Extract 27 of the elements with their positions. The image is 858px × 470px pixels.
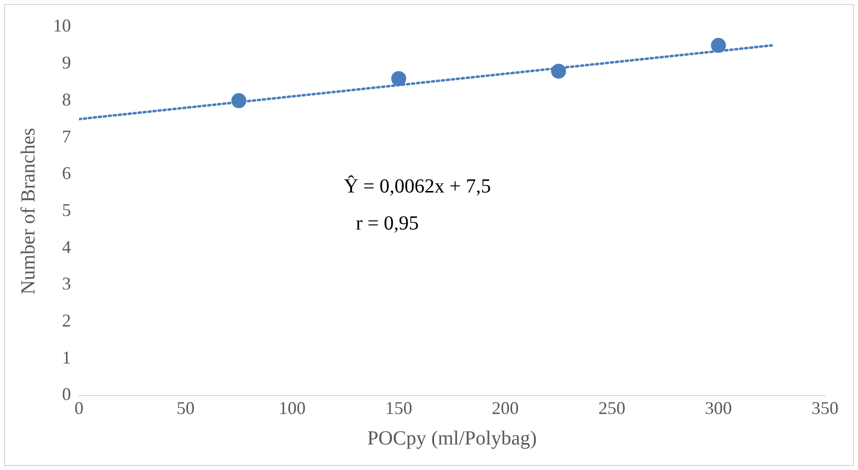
point — [391, 71, 406, 86]
y-tick-label: 4 — [62, 236, 71, 257]
y-tick-label: 8 — [62, 89, 71, 110]
y-tick-label: 7 — [62, 126, 71, 146]
y-tick-label: 5 — [62, 200, 71, 220]
x-tick-label: 300 — [704, 398, 732, 418]
y-tick-label: 9 — [62, 52, 71, 73]
x-tick-label: 250 — [598, 398, 626, 418]
y-tick-label: 1 — [62, 347, 71, 368]
point — [710, 38, 726, 53]
y-tick-label: 2 — [62, 310, 71, 330]
point — [551, 64, 566, 79]
y-tick-label: 0 — [62, 384, 71, 404]
y-tick-label: 10 — [53, 16, 71, 36]
y-tick-label: 3 — [62, 274, 71, 294]
x-tick-label: 150 — [385, 398, 412, 418]
annotation: r = 0,95 — [356, 212, 419, 234]
x-tick-label: 0 — [74, 398, 84, 418]
x-tick-label: 350 — [812, 398, 838, 418]
y-axis-title: Number of Branches — [17, 128, 40, 295]
point — [231, 93, 246, 108]
y-tick-label: 6 — [62, 163, 71, 184]
x-tick-label: 200 — [492, 398, 519, 418]
x-tick-label: 50 — [176, 398, 195, 418]
x-tick-label: 100 — [278, 398, 306, 418]
annotation: Ŷ = 0,0062x + 7,5 — [344, 174, 491, 198]
x-axis-title: POCpy (ml/Polybag) — [367, 427, 537, 450]
